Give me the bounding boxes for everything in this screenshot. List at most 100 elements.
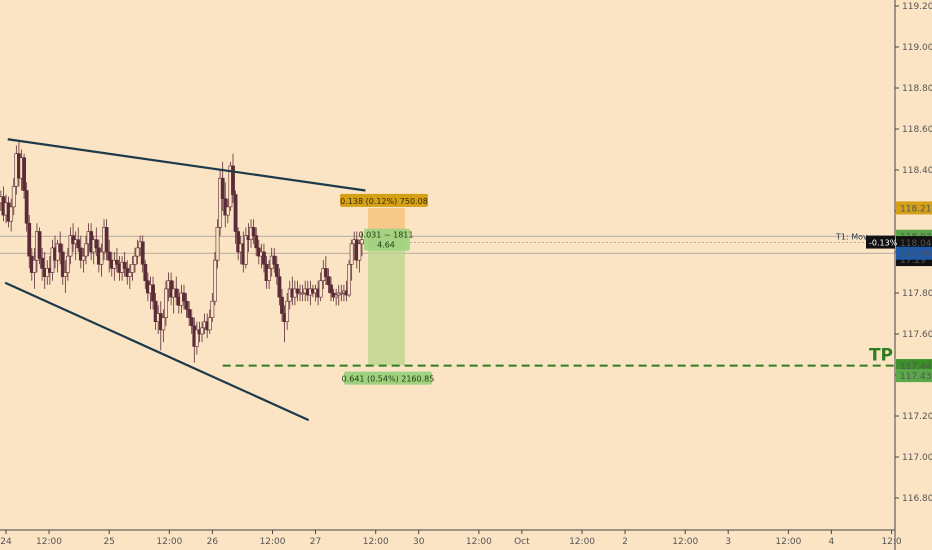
price-tick-label: 118.400: [902, 166, 932, 176]
target-label: 0.641 (0.54%) 2160.85: [342, 375, 435, 384]
candles: [0, 141, 364, 363]
candle-body: [300, 292, 305, 295]
price-tick-label: 118.800: [902, 84, 932, 94]
candle-body: [153, 300, 158, 323]
candle-body: [143, 263, 148, 281]
candle-body: [277, 276, 282, 298]
candle-body: [329, 284, 333, 294]
candle-body: [334, 294, 339, 298]
time-tick-label: 24: [0, 537, 12, 547]
candle-body: [24, 190, 29, 224]
candle-body: [280, 296, 284, 314]
candle-body: [99, 251, 104, 265]
candle-body: [81, 255, 86, 261]
candle-body: [84, 243, 88, 257]
candle-body: [326, 276, 331, 286]
tp-label: TP: [869, 346, 893, 366]
pct-badge-box: [866, 235, 895, 249]
candle-body: [215, 227, 220, 261]
candle-body: [63, 272, 68, 277]
candle-body: [40, 257, 45, 269]
price-tag-label: 117.446: [900, 362, 932, 372]
ratio-value-label: 4.64: [377, 241, 395, 250]
candle-body: [161, 317, 166, 331]
price-tick-label: 116.800: [902, 494, 932, 504]
price-tag-box: [896, 359, 932, 373]
time-axis[interactable]: 24 12:00 25 12:00 26 12:00 27 12:00 30 12:00 Oct 12…: [0, 529, 902, 547]
candle-body: [11, 186, 16, 208]
candle-body: [122, 261, 127, 269]
time-tick-label: 2: [622, 537, 628, 547]
candle-body: [187, 309, 192, 318]
candle-body: [66, 255, 70, 273]
candle-body: [22, 157, 26, 191]
time-tick-label: 12:00: [672, 537, 698, 547]
candle-body: [243, 235, 248, 265]
trendlines[interactable]: TP: [4, 138, 895, 422]
price-tag-box: [896, 236, 932, 250]
candle-body: [182, 292, 186, 302]
target-label-box: [343, 371, 432, 385]
price-tick-label: 117.000: [902, 453, 932, 463]
time-tick-label: 12:00: [156, 537, 182, 547]
price-tick-label: 119.000: [902, 43, 932, 53]
candle-body: [32, 259, 37, 273]
ratio-label-box: [363, 228, 410, 251]
candle-body: [127, 272, 132, 277]
candle-body: [164, 288, 168, 318]
candle-body: [267, 268, 272, 281]
candle-body: [225, 206, 230, 216]
time-tick-label: 12:00: [363, 537, 389, 547]
price-tag-label: 118.046: [900, 239, 932, 249]
time-tick-label: 12:00: [569, 537, 595, 547]
position-tool[interactable]: 0.138 (0.12%) 750.08 0.641 (0.54%) 2160.8…: [339, 193, 435, 385]
candle-body: [174, 288, 179, 298]
candle-body: [37, 231, 42, 259]
candle-body: [272, 255, 277, 265]
candle-body: [220, 177, 225, 199]
price-tags: 118.215118.077118.04617:29117.994117.446…: [835, 201, 932, 383]
t1-label: T1: Mov: [835, 233, 868, 242]
price-tick-label: 119.200: [902, 2, 932, 12]
candle-body: [189, 317, 194, 327]
candle-body: [94, 239, 99, 249]
candle-body: [76, 239, 81, 249]
candle-body: [349, 243, 354, 265]
candle-body: [194, 329, 199, 347]
candle-body: [9, 206, 14, 222]
candle-body: [274, 263, 279, 277]
candle-body: [357, 243, 362, 261]
candle-body: [104, 227, 109, 253]
ratio-label: 0.031 ~ 1811: [358, 231, 413, 240]
candle-body: [27, 223, 32, 257]
horizontal-lines: [0, 235, 895, 254]
upper-trendline[interactable]: [7, 138, 366, 192]
candle-body: [251, 227, 256, 236]
time-tick-label: 12:0: [881, 537, 901, 547]
pct-badge: -0.13%: [869, 239, 898, 248]
candle-body: [231, 165, 235, 195]
candle-body: [218, 177, 222, 228]
candle-body: [130, 263, 135, 273]
candle-body: [107, 251, 112, 261]
candle-body: [318, 280, 323, 298]
candle-body: [347, 263, 351, 296]
time-tick-label: 26: [207, 537, 219, 547]
target-zone[interactable]: [367, 242, 405, 366]
candle-body: [135, 247, 140, 257]
candle-body: [184, 300, 189, 310]
price-tag-label: 117.436: [900, 372, 932, 382]
time-tick-label: 12:00: [260, 537, 286, 547]
stop-label-box: [339, 193, 428, 207]
stop-label: 0.138 (0.12%) 750.08: [340, 197, 428, 206]
candle-body: [233, 194, 238, 232]
candle-body: [151, 284, 155, 302]
lower-trendline[interactable]: [4, 281, 310, 422]
candle-body: [254, 235, 259, 249]
price-tag-box: [896, 246, 932, 260]
time-tick-label: 12:00: [466, 537, 492, 547]
candle-body: [200, 327, 204, 335]
price-tick-label: 117.200: [902, 412, 932, 422]
